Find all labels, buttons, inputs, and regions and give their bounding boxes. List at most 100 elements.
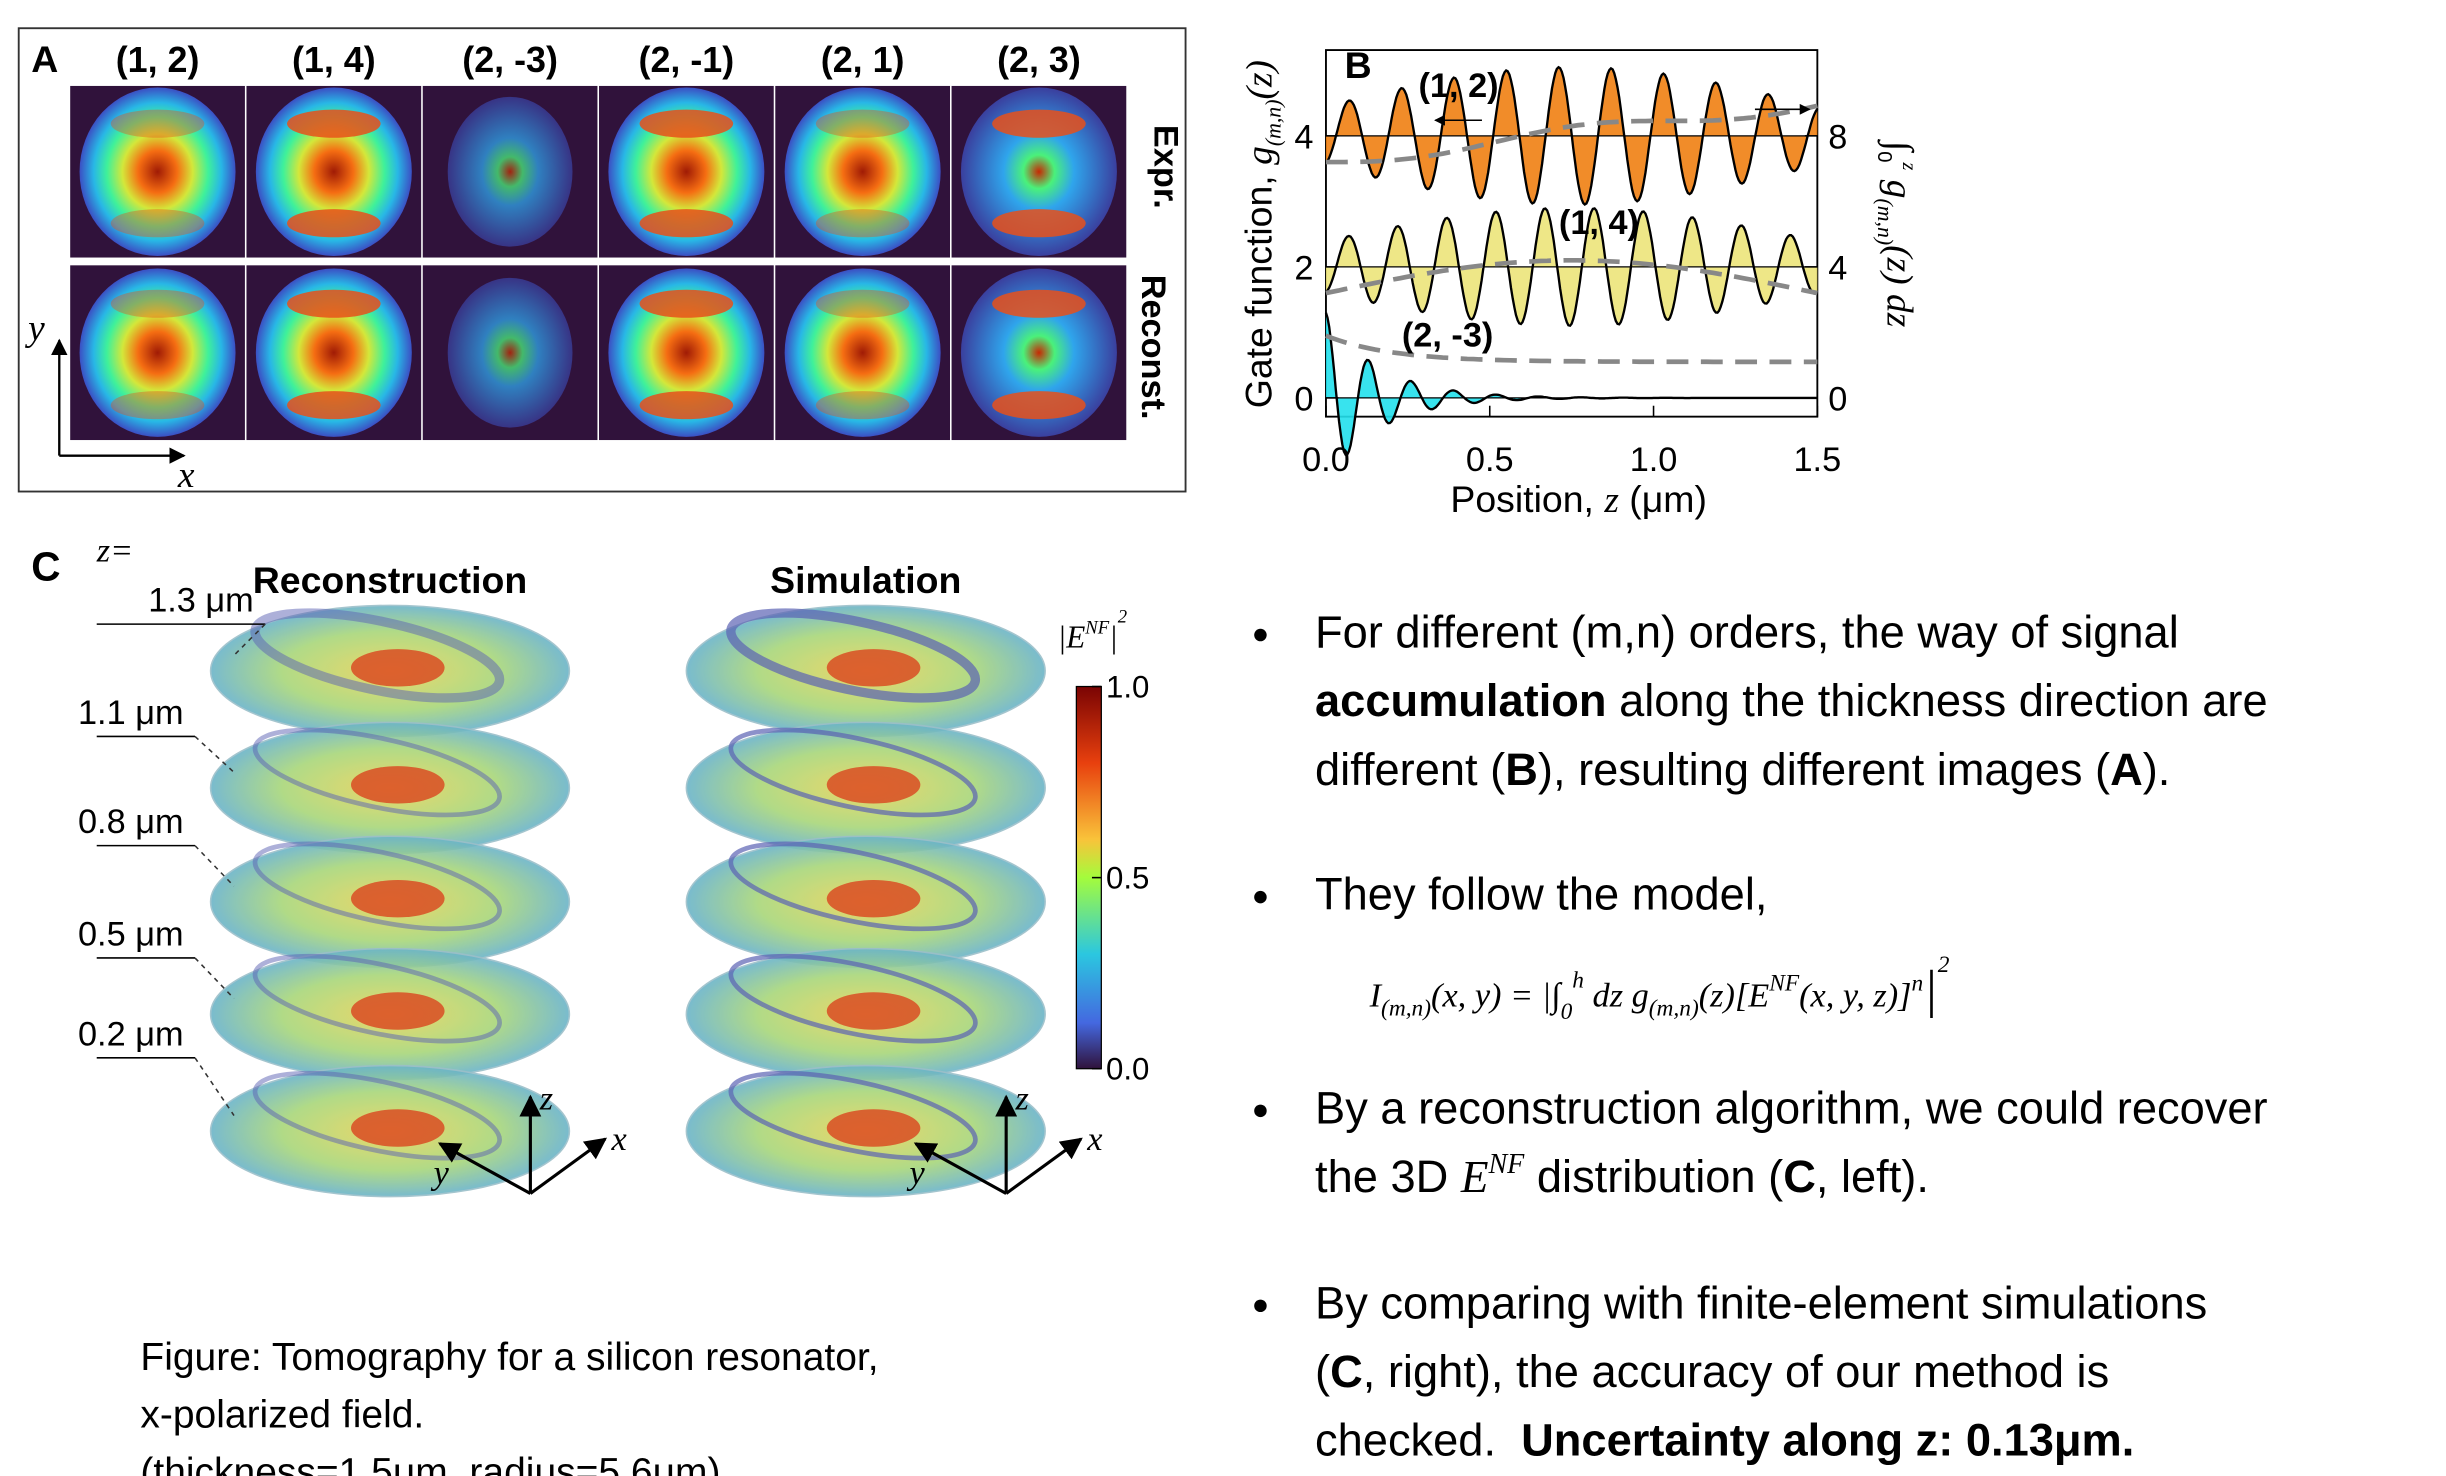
- text-part: Uncertainty along z: 0.13μm.: [1521, 1415, 2134, 1466]
- label-part: g: [1239, 146, 1280, 165]
- label-part: (m,n): [1873, 198, 1897, 245]
- bullet: [1254, 1300, 1266, 1312]
- x-tick-label: 1.0: [1630, 441, 1678, 479]
- row-label: Reconst.: [1134, 275, 1172, 420]
- heatmap-band: [640, 209, 734, 237]
- field-hotspot: [827, 649, 921, 686]
- formula-part: (x, y) = |∫: [1431, 976, 1563, 1016]
- field-hotspot: [351, 992, 445, 1029]
- label-part: g: [1879, 170, 1920, 198]
- panel-title: Reconstruction: [253, 559, 527, 601]
- text-part: (: [1315, 1346, 1330, 1397]
- formula-part: NF: [1768, 971, 1800, 997]
- formula: I(m,n)(x, y) = |∫0h dz g(m,n)(z)[ENF(x, …: [1369, 952, 1950, 1025]
- label-part: |E: [1058, 620, 1086, 655]
- formula-part: (z)[E: [1699, 976, 1770, 1014]
- y-tick-label: 2: [1294, 249, 1313, 287]
- x-tick-label: 0.0: [1302, 441, 1350, 479]
- label-part: (z): [1239, 60, 1280, 100]
- text-part: For different (m,n) orders, the way of s…: [1315, 607, 2179, 658]
- axis-label: z: [1015, 1079, 1029, 1117]
- label-part: |: [1109, 620, 1118, 655]
- label-part: Gate function,: [1237, 165, 1279, 408]
- bullet-line: the 3D ENF distribution (C, left).: [1315, 1149, 1929, 1202]
- caption-line: Figure: Tomography for a silicon resonat…: [140, 1336, 878, 1379]
- text-part: , left).: [1816, 1151, 1929, 1202]
- label-part: z: [1898, 162, 1920, 171]
- z-value: 1.1 μm: [78, 694, 184, 732]
- heatmap-band: [992, 209, 1086, 237]
- text-part: different (: [1315, 744, 1505, 795]
- axis-label: x: [611, 1120, 627, 1158]
- text-part: along the thickness direction are: [1607, 675, 2268, 726]
- text-part: accumulation: [1315, 675, 1606, 726]
- label-part: 0: [1873, 151, 1895, 162]
- x-tick-label: 0.5: [1466, 441, 1514, 479]
- field-hotspot: [351, 880, 445, 917]
- bullet: [1254, 1105, 1266, 1117]
- panel-a: A Expr. Reconst. y x (1, 2)(1, 4)(2, -3)…: [19, 28, 1186, 496]
- label-part: (z) dz: [1879, 245, 1920, 328]
- label-part: (μm): [1619, 478, 1707, 520]
- heatmap-band: [816, 110, 910, 138]
- heatmap-band: [992, 290, 1086, 318]
- heatmap-band: [816, 209, 910, 237]
- heatmap-band: [287, 391, 381, 419]
- cumulative-curve: [1326, 336, 1817, 362]
- y-axis-label: Gate function, g(m,n)(z): [1237, 60, 1285, 408]
- column-label: (1, 2): [116, 40, 200, 80]
- formula-part: h: [1572, 968, 1584, 994]
- column-label: (2, 1): [821, 40, 905, 80]
- text-part: ).: [2143, 744, 2171, 795]
- formula-part: (x, y, z)]: [1799, 976, 1911, 1014]
- colorbar-tick-label: 0.0: [1106, 1052, 1149, 1087]
- field-hotspot: [827, 1109, 921, 1146]
- curve: [1326, 313, 1817, 455]
- formula-part: (m,n): [1381, 996, 1431, 1022]
- column-label: (2, -1): [639, 40, 735, 80]
- heatmap-band: [287, 290, 381, 318]
- leader-line: [195, 1058, 234, 1116]
- heatmap-band: [992, 110, 1086, 138]
- heatmap-band: [816, 391, 910, 419]
- text-part: E: [1460, 1152, 1489, 1202]
- heatmap-band: [287, 209, 381, 237]
- panel-b: B Position, z (μm) Gate function, g(m,n)…: [1237, 44, 1920, 521]
- label-part: Position,: [1450, 478, 1604, 520]
- bullet: [1254, 629, 1266, 641]
- panel-label: A: [31, 38, 58, 80]
- text-part: NF: [1487, 1149, 1525, 1180]
- z-value: 0.2 μm: [78, 1015, 184, 1053]
- bullet-line: For different (m,n) orders, the way of s…: [1315, 607, 2179, 658]
- curve-fill: [1326, 313, 1817, 455]
- heatmap: [448, 97, 573, 247]
- y2-axis-label: ∫0z g(m,n)(z) dz: [1873, 139, 1920, 328]
- panel-title: Simulation: [770, 559, 961, 601]
- colorbar-tick-label: 0.5: [1106, 861, 1149, 896]
- leader-line: [195, 846, 234, 887]
- caption: Figure: Tomography for a silicon resonat…: [140, 1336, 878, 1476]
- formula-part: 2: [1938, 952, 1950, 978]
- heatmap: [448, 278, 573, 428]
- text-part: By comparing with finite-element simulat…: [1315, 1277, 2207, 1328]
- label-part: z: [1603, 480, 1619, 521]
- field-hotspot: [827, 880, 921, 917]
- axis-label: x: [1086, 1120, 1102, 1158]
- formula-part: 0: [1561, 999, 1573, 1025]
- label-part: 2: [1118, 607, 1127, 628]
- text-part: the 3D: [1315, 1151, 1461, 1202]
- field-hotspot: [351, 766, 445, 803]
- label-part: (m,n): [1262, 99, 1286, 146]
- text-part: C: [1783, 1151, 1816, 1202]
- text-part: B: [1505, 744, 1538, 795]
- text-part: ), resulting different images (: [1538, 744, 2110, 795]
- heatmap-band: [111, 290, 205, 318]
- caption-line: x-polarized field.: [140, 1393, 424, 1436]
- y2-tick-label: 0: [1828, 380, 1847, 418]
- field-hotspot: [827, 992, 921, 1029]
- curve-label: (2, -3): [1402, 316, 1493, 354]
- axis-label: y: [24, 308, 45, 349]
- panel-c: C z= Reconstruction Simulation |ENF|2 zx…: [31, 532, 1149, 1197]
- caption-line: (thickness=1.5μm, radius=5.6μm): [140, 1451, 720, 1476]
- bullet-list: For different (m,n) orders, the way of s…: [1254, 607, 2267, 1466]
